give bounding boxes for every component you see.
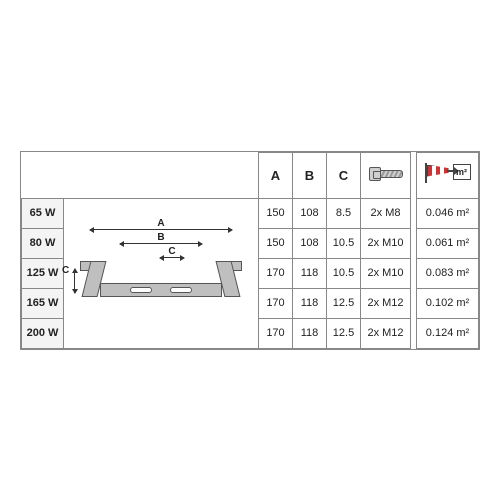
cell-bolt: 2x M10 bbox=[361, 258, 411, 288]
m2-label: m² bbox=[453, 164, 471, 180]
col-windage-header: m² bbox=[417, 152, 479, 198]
cell-A: 170 bbox=[259, 258, 293, 288]
cell-A: 150 bbox=[259, 198, 293, 228]
cell-C: 10.5 bbox=[327, 228, 361, 258]
cell-B: 108 bbox=[293, 198, 327, 228]
col-A-header: A bbox=[259, 152, 293, 198]
windsock-m2-icon: m² bbox=[425, 161, 471, 187]
cell-C: 10.5 bbox=[327, 258, 361, 288]
wattage-cell: 165 W bbox=[22, 288, 64, 318]
cell-bolt: 2x M12 bbox=[361, 318, 411, 348]
wattage-cell: 200 W bbox=[22, 318, 64, 348]
cell-wind: 0.061 m² bbox=[417, 228, 479, 258]
cell-B: 118 bbox=[293, 318, 327, 348]
cell-bolt: 2x M12 bbox=[361, 288, 411, 318]
blank-header bbox=[22, 152, 259, 198]
wattage-cell: 80 W bbox=[22, 228, 64, 258]
cell-wind: 0.124 m² bbox=[417, 318, 479, 348]
dimension-C-line: C bbox=[160, 257, 184, 258]
bracket-diagram: A B C C bbox=[64, 198, 259, 348]
cell-B: 108 bbox=[293, 228, 327, 258]
cell-A: 170 bbox=[259, 318, 293, 348]
dimension-A-label: A bbox=[155, 217, 166, 228]
bracket-shape bbox=[82, 261, 240, 305]
dimension-C-label: C bbox=[166, 245, 177, 256]
dimension-A-line: A bbox=[90, 229, 232, 230]
cell-wind: 0.083 m² bbox=[417, 258, 479, 288]
cell-A: 170 bbox=[259, 288, 293, 318]
cell-wind: 0.102 m² bbox=[417, 288, 479, 318]
col-B-header: B bbox=[293, 152, 327, 198]
cell-A: 150 bbox=[259, 228, 293, 258]
cell-C: 8.5 bbox=[327, 198, 361, 228]
bolt-icon bbox=[369, 164, 403, 184]
cell-C: 12.5 bbox=[327, 288, 361, 318]
spec-table: A B C m² 65 W A B bbox=[20, 151, 480, 350]
cell-B: 118 bbox=[293, 258, 327, 288]
cell-C: 12.5 bbox=[327, 318, 361, 348]
cell-wind: 0.046 m² bbox=[417, 198, 479, 228]
col-C-header: C bbox=[327, 152, 361, 198]
dimension-B-label: B bbox=[155, 231, 166, 242]
dimension-Cv-label: C bbox=[62, 265, 69, 276]
cell-B: 118 bbox=[293, 288, 327, 318]
col-bolt-header bbox=[361, 152, 411, 198]
cell-bolt: 2x M10 bbox=[361, 228, 411, 258]
dimensions-table: A B C m² 65 W A B bbox=[21, 152, 479, 349]
wattage-cell: 125 W bbox=[22, 258, 64, 288]
table-row: 65 W A B C C bbox=[22, 198, 479, 228]
dimension-Cv-line bbox=[74, 269, 75, 293]
cell-bolt: 2x M8 bbox=[361, 198, 411, 228]
wattage-cell: 65 W bbox=[22, 198, 64, 228]
header-row: A B C m² bbox=[22, 152, 479, 198]
dimension-B-line: B bbox=[120, 243, 202, 244]
